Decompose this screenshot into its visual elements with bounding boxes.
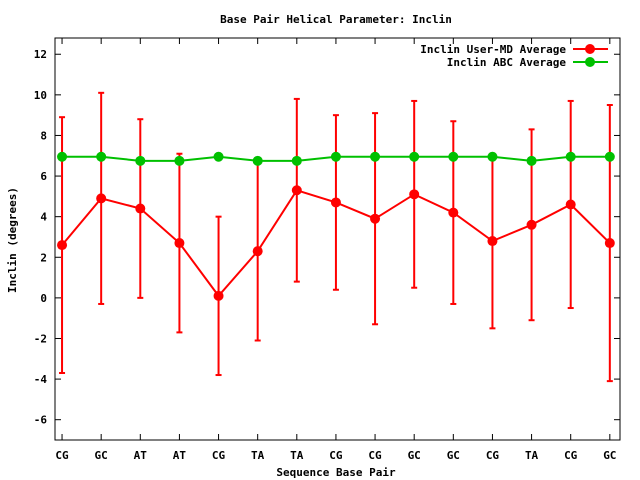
- chart-title: Base Pair Helical Parameter: Inclin: [220, 13, 452, 26]
- data-point-0: [57, 240, 68, 251]
- data-point-1: [96, 151, 107, 162]
- data-point-1: [370, 151, 381, 162]
- data-point-0: [565, 199, 576, 210]
- data-point-0: [135, 203, 146, 214]
- legend-label: Inclin User-MD Average: [420, 43, 566, 56]
- y-tick-label: -4: [34, 373, 48, 386]
- legend-marker: [585, 44, 595, 54]
- y-tick-label: 4: [40, 211, 47, 224]
- data-point-1: [135, 155, 146, 166]
- data-point-0: [96, 193, 107, 204]
- data-point-1: [252, 155, 263, 166]
- y-tick-label: 8: [40, 129, 47, 142]
- data-point-1: [330, 151, 341, 162]
- y-tick-label: 10: [34, 89, 47, 102]
- data-point-0: [252, 246, 263, 257]
- y-tick-label: 6: [40, 170, 47, 183]
- data-point-1: [565, 151, 576, 162]
- data-point-0: [526, 219, 537, 230]
- y-axis-label: Inclin (degrees): [6, 187, 19, 293]
- y-tick-label: 0: [40, 292, 47, 305]
- data-point-0: [174, 238, 185, 249]
- x-tick-label: CG: [329, 449, 343, 462]
- data-point-0: [448, 207, 459, 218]
- y-tick-label: 2: [40, 251, 47, 264]
- x-tick-label: GC: [603, 449, 616, 462]
- data-point-1: [526, 155, 537, 166]
- data-point-1: [448, 151, 459, 162]
- data-point-1: [213, 151, 224, 162]
- data-point-0: [330, 197, 341, 208]
- x-tick-label: GC: [408, 449, 421, 462]
- data-point-1: [291, 155, 302, 166]
- data-point-1: [57, 151, 68, 162]
- x-tick-label: CG: [564, 449, 578, 462]
- legend-label: Inclin ABC Average: [447, 56, 567, 69]
- x-tick-label: AT: [134, 449, 148, 462]
- data-point-1: [174, 155, 185, 166]
- data-point-0: [291, 185, 302, 196]
- x-tick-label: CG: [368, 449, 382, 462]
- data-point-0: [409, 189, 420, 200]
- data-point-1: [604, 151, 615, 162]
- x-tick-label: TA: [525, 449, 539, 462]
- x-tick-label: AT: [173, 449, 187, 462]
- x-tick-label: GC: [95, 449, 108, 462]
- x-tick-label: CG: [55, 449, 69, 462]
- data-point-0: [213, 290, 224, 301]
- x-tick-label: TA: [290, 449, 304, 462]
- x-tick-label: CG: [486, 449, 500, 462]
- x-tick-label: CG: [212, 449, 226, 462]
- data-point-0: [604, 238, 615, 249]
- x-tick-label: TA: [251, 449, 265, 462]
- x-axis-label: Sequence Base Pair: [276, 466, 396, 479]
- legend-marker: [585, 57, 595, 67]
- y-tick-label: 12: [34, 48, 47, 61]
- y-tick-label: -6: [34, 414, 48, 427]
- x-tick-label: GC: [447, 449, 460, 462]
- plot-frame: [54, 37, 621, 441]
- data-point-0: [370, 213, 381, 224]
- y-tick-label: -2: [34, 332, 47, 345]
- data-point-0: [487, 236, 498, 247]
- data-point-1: [409, 151, 420, 162]
- data-point-1: [487, 151, 498, 162]
